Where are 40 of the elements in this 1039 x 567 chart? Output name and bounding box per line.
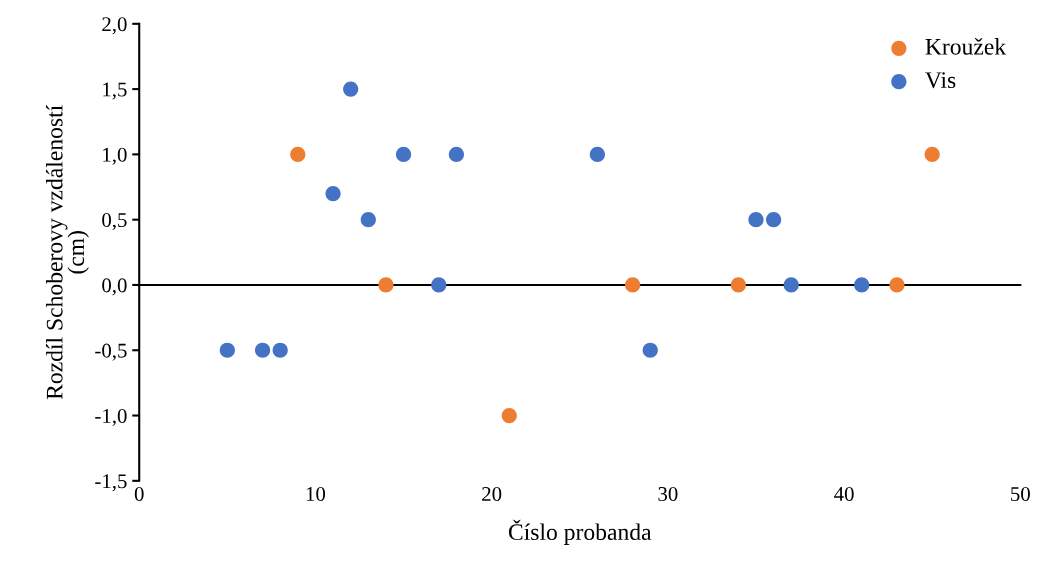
y-axis-title: Rozdíl Schoberovy vzdáleností (cm) (45, 105, 89, 400)
x-tick-label: 50 (1011, 486, 1030, 502)
y-tick-label: 1,5 (103, 82, 127, 100)
y-tick-label: -1,5 (95, 474, 127, 492)
y-tick-label: 1,0 (103, 147, 127, 165)
point (431, 277, 447, 293)
y-tick-label: 2,0 (102, 17, 127, 35)
legend-label: Kroužek (925, 38, 1007, 55)
x-tick-label: 30 (658, 486, 678, 502)
point (272, 342, 288, 358)
point (589, 146, 605, 162)
point (395, 146, 412, 162)
point (889, 277, 905, 293)
point (378, 277, 394, 293)
point (730, 277, 746, 293)
point (748, 212, 764, 228)
y-tick-label: 0,5 (102, 213, 127, 231)
point (625, 277, 641, 293)
x-tick-label: 0 (134, 486, 144, 502)
y-tick-label: 0,0 (102, 278, 127, 296)
y-tick-label: -0,5 (95, 343, 127, 361)
point (343, 81, 359, 97)
point (290, 146, 306, 162)
x-tick-label: 10 (306, 486, 326, 502)
point (642, 342, 658, 358)
point (765, 212, 782, 228)
point (783, 277, 799, 293)
point (924, 146, 940, 162)
point (854, 277, 870, 293)
point (501, 407, 517, 424)
point (219, 342, 235, 358)
legend-label: Vis (925, 72, 956, 89)
x-axis-title: Číslo probanda (508, 519, 652, 545)
point (254, 342, 271, 358)
x-tick-label: 20 (482, 486, 502, 502)
point (325, 185, 341, 202)
y-tick-label: -1,0 (95, 408, 127, 426)
x-tick-label: 40 (834, 486, 854, 502)
point (360, 212, 376, 228)
point (448, 146, 465, 162)
